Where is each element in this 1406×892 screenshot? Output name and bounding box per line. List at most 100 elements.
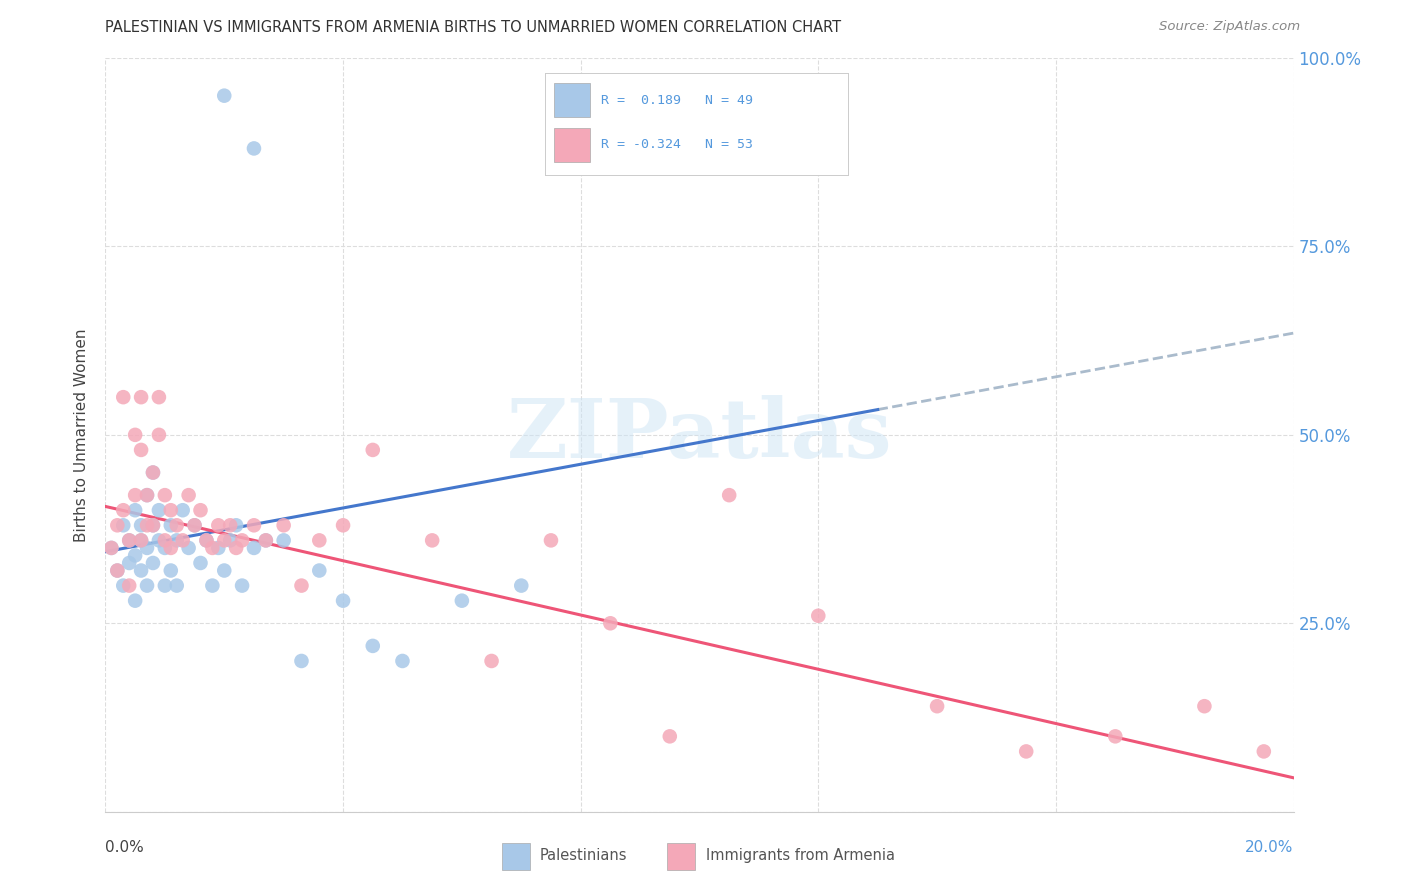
Point bbox=[207, 518, 229, 533]
Y-axis label: Births to Unmarried Women: Births to Unmarried Women bbox=[75, 328, 90, 541]
Text: Source: ZipAtlas.com: Source: ZipAtlas.com bbox=[1160, 20, 1301, 33]
Point bbox=[1104, 730, 1126, 744]
Point bbox=[231, 533, 253, 548]
Point bbox=[225, 541, 247, 555]
Point bbox=[118, 579, 141, 593]
Point bbox=[129, 533, 152, 548]
Point bbox=[510, 579, 533, 593]
Point bbox=[219, 533, 242, 548]
Point bbox=[142, 518, 165, 533]
Point bbox=[332, 518, 354, 533]
Point bbox=[118, 556, 141, 570]
Point bbox=[105, 564, 128, 578]
Point bbox=[481, 654, 503, 668]
Point bbox=[136, 541, 159, 555]
Point bbox=[159, 541, 181, 555]
Point bbox=[112, 390, 135, 404]
Point bbox=[308, 564, 330, 578]
Point bbox=[166, 518, 188, 533]
Point bbox=[243, 141, 266, 155]
Point bbox=[290, 654, 312, 668]
Point bbox=[927, 699, 949, 714]
Point bbox=[142, 466, 165, 480]
Point bbox=[129, 564, 152, 578]
Point bbox=[540, 533, 562, 548]
Point bbox=[142, 556, 165, 570]
Point bbox=[177, 541, 200, 555]
Point bbox=[118, 533, 141, 548]
Point bbox=[148, 428, 170, 442]
Point bbox=[361, 639, 384, 653]
Point bbox=[136, 488, 159, 502]
Point bbox=[100, 541, 122, 555]
Point bbox=[332, 593, 354, 607]
Point bbox=[166, 533, 188, 548]
Point bbox=[172, 533, 194, 548]
Point bbox=[129, 442, 152, 457]
Point bbox=[124, 503, 146, 517]
Point bbox=[159, 564, 181, 578]
Point bbox=[225, 518, 247, 533]
Point bbox=[124, 593, 146, 607]
Point bbox=[124, 549, 146, 563]
Point bbox=[243, 518, 266, 533]
Point bbox=[254, 533, 277, 548]
Point bbox=[420, 533, 443, 548]
Point bbox=[142, 518, 165, 533]
Point bbox=[190, 503, 212, 517]
Point bbox=[361, 442, 384, 457]
Point bbox=[136, 488, 159, 502]
Point bbox=[195, 533, 218, 548]
Point bbox=[124, 428, 146, 442]
Point bbox=[599, 616, 621, 631]
Point bbox=[153, 533, 176, 548]
Point bbox=[308, 533, 330, 548]
Point bbox=[219, 518, 242, 533]
Point bbox=[129, 518, 152, 533]
Point bbox=[100, 541, 122, 555]
Point bbox=[118, 533, 141, 548]
Point bbox=[105, 564, 128, 578]
Point bbox=[290, 579, 312, 593]
Point bbox=[129, 533, 152, 548]
Point bbox=[159, 503, 181, 517]
Point bbox=[112, 518, 135, 533]
Point bbox=[136, 518, 159, 533]
Point bbox=[129, 390, 152, 404]
Point bbox=[190, 556, 212, 570]
Point bbox=[201, 579, 224, 593]
Point bbox=[807, 608, 830, 623]
Point bbox=[201, 541, 224, 555]
Text: 0.0%: 0.0% bbox=[105, 840, 145, 855]
Point bbox=[450, 593, 472, 607]
Point bbox=[153, 541, 176, 555]
Point bbox=[254, 533, 277, 548]
Point bbox=[658, 730, 681, 744]
Point bbox=[214, 88, 236, 103]
Point bbox=[183, 518, 205, 533]
Point bbox=[112, 579, 135, 593]
Point bbox=[718, 488, 741, 502]
Point bbox=[391, 654, 413, 668]
Point bbox=[153, 579, 176, 593]
Point bbox=[105, 518, 128, 533]
Point bbox=[207, 541, 229, 555]
Point bbox=[195, 533, 218, 548]
Point bbox=[183, 518, 205, 533]
Point bbox=[136, 579, 159, 593]
Point bbox=[153, 488, 176, 502]
Point bbox=[231, 579, 253, 593]
Point bbox=[243, 541, 266, 555]
Point bbox=[273, 533, 295, 548]
Point bbox=[1253, 744, 1275, 758]
Text: 20.0%: 20.0% bbox=[1246, 840, 1294, 855]
Text: ZIPatlas: ZIPatlas bbox=[506, 395, 893, 475]
Point bbox=[166, 579, 188, 593]
Point bbox=[124, 488, 146, 502]
Point bbox=[172, 503, 194, 517]
Point bbox=[1015, 744, 1038, 758]
Point bbox=[142, 466, 165, 480]
Point bbox=[214, 564, 236, 578]
Point bbox=[112, 503, 135, 517]
Text: PALESTINIAN VS IMMIGRANTS FROM ARMENIA BIRTHS TO UNMARRIED WOMEN CORRELATION CHA: PALESTINIAN VS IMMIGRANTS FROM ARMENIA B… bbox=[105, 20, 842, 35]
